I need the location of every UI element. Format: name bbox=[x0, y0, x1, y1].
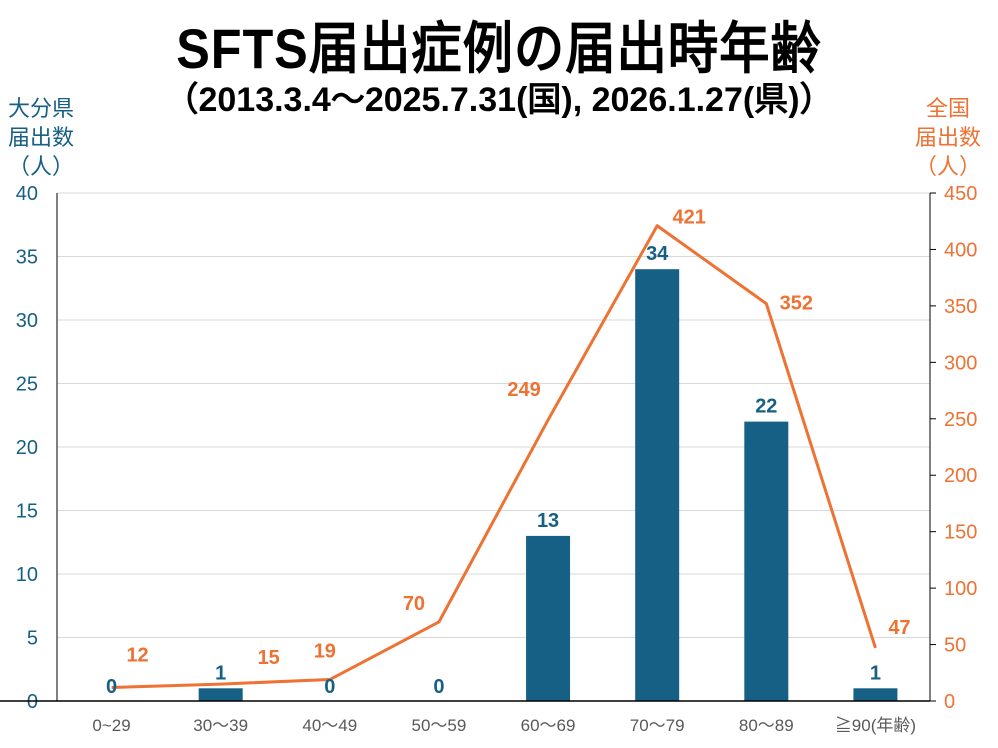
line-value-label: 249 bbox=[507, 379, 540, 401]
right-tick-label: 400 bbox=[944, 239, 977, 261]
bar-≧90(年齢) bbox=[853, 688, 898, 701]
right-tick-label: 150 bbox=[944, 522, 977, 544]
right-tick-label: 200 bbox=[944, 465, 977, 487]
bar-30～39 bbox=[198, 688, 243, 701]
bar-value-label: 22 bbox=[755, 396, 777, 418]
left-tick-label: 40 bbox=[16, 183, 38, 205]
line-value-label: 19 bbox=[314, 641, 336, 663]
bar-value-label: 34 bbox=[646, 243, 669, 265]
left-axis-label: 大分県 届出数 （人） bbox=[8, 96, 75, 179]
line-value-label: 15 bbox=[258, 647, 280, 669]
chart-title: SFTS届出症例の届出時年齢 bbox=[176, 17, 822, 80]
left-tick-label: 35 bbox=[16, 247, 38, 269]
right-tick-label: 0 bbox=[944, 691, 955, 713]
left-tick-label: 30 bbox=[16, 310, 38, 332]
bar-value-label: 13 bbox=[537, 510, 559, 532]
right-tick-label: 350 bbox=[944, 296, 977, 318]
right-tick-label: 450 bbox=[944, 183, 977, 205]
left-tick-label: 20 bbox=[16, 437, 38, 459]
left-tick-label: 0 bbox=[27, 691, 38, 713]
x-tick-label: 0~29 bbox=[92, 716, 130, 735]
national-line bbox=[111, 224, 877, 689]
left-tick-label: 25 bbox=[16, 374, 38, 396]
bar-value-label: 1 bbox=[870, 662, 881, 684]
line-value-label: 47 bbox=[888, 617, 910, 639]
bar-value-label: 0 bbox=[106, 676, 117, 698]
bar-value-label: 0 bbox=[324, 676, 335, 698]
right-tick-label: 250 bbox=[944, 409, 977, 431]
x-tick-label: 70～79 bbox=[630, 716, 685, 735]
x-tick-label: 60～69 bbox=[521, 716, 576, 735]
left-tick-label: 15 bbox=[16, 501, 38, 523]
right-tick-label: 300 bbox=[944, 352, 977, 374]
x-tick-label: 30～39 bbox=[193, 716, 248, 735]
chart-subtitle: （2013.3.4～2025.7.31(国), 2026.1.27(県)） bbox=[164, 81, 834, 119]
line-value-label: 421 bbox=[673, 207, 706, 229]
x-tick-label: ≧90(年齢) bbox=[835, 716, 916, 735]
line-value-label: 352 bbox=[780, 293, 813, 315]
line-value-label: 70 bbox=[403, 593, 425, 615]
x-tick-label: 80～89 bbox=[739, 716, 794, 735]
bar-value-label: 1 bbox=[215, 662, 226, 684]
right-axis-label: 全国 届出数 （人） bbox=[915, 96, 982, 179]
left-tick-label: 10 bbox=[16, 564, 38, 586]
bar-60～69 bbox=[526, 535, 571, 701]
right-tick-label: 100 bbox=[944, 578, 977, 600]
right-tick-label: 50 bbox=[944, 635, 966, 657]
bar-value-label: 0 bbox=[433, 676, 444, 698]
bar-70～79 bbox=[635, 269, 680, 701]
line-value-label: 12 bbox=[126, 644, 148, 666]
bar-80～89 bbox=[744, 421, 789, 701]
left-tick-label: 5 bbox=[27, 628, 38, 650]
x-tick-label: 50～59 bbox=[412, 716, 467, 735]
x-tick-label: 40～49 bbox=[302, 716, 357, 735]
